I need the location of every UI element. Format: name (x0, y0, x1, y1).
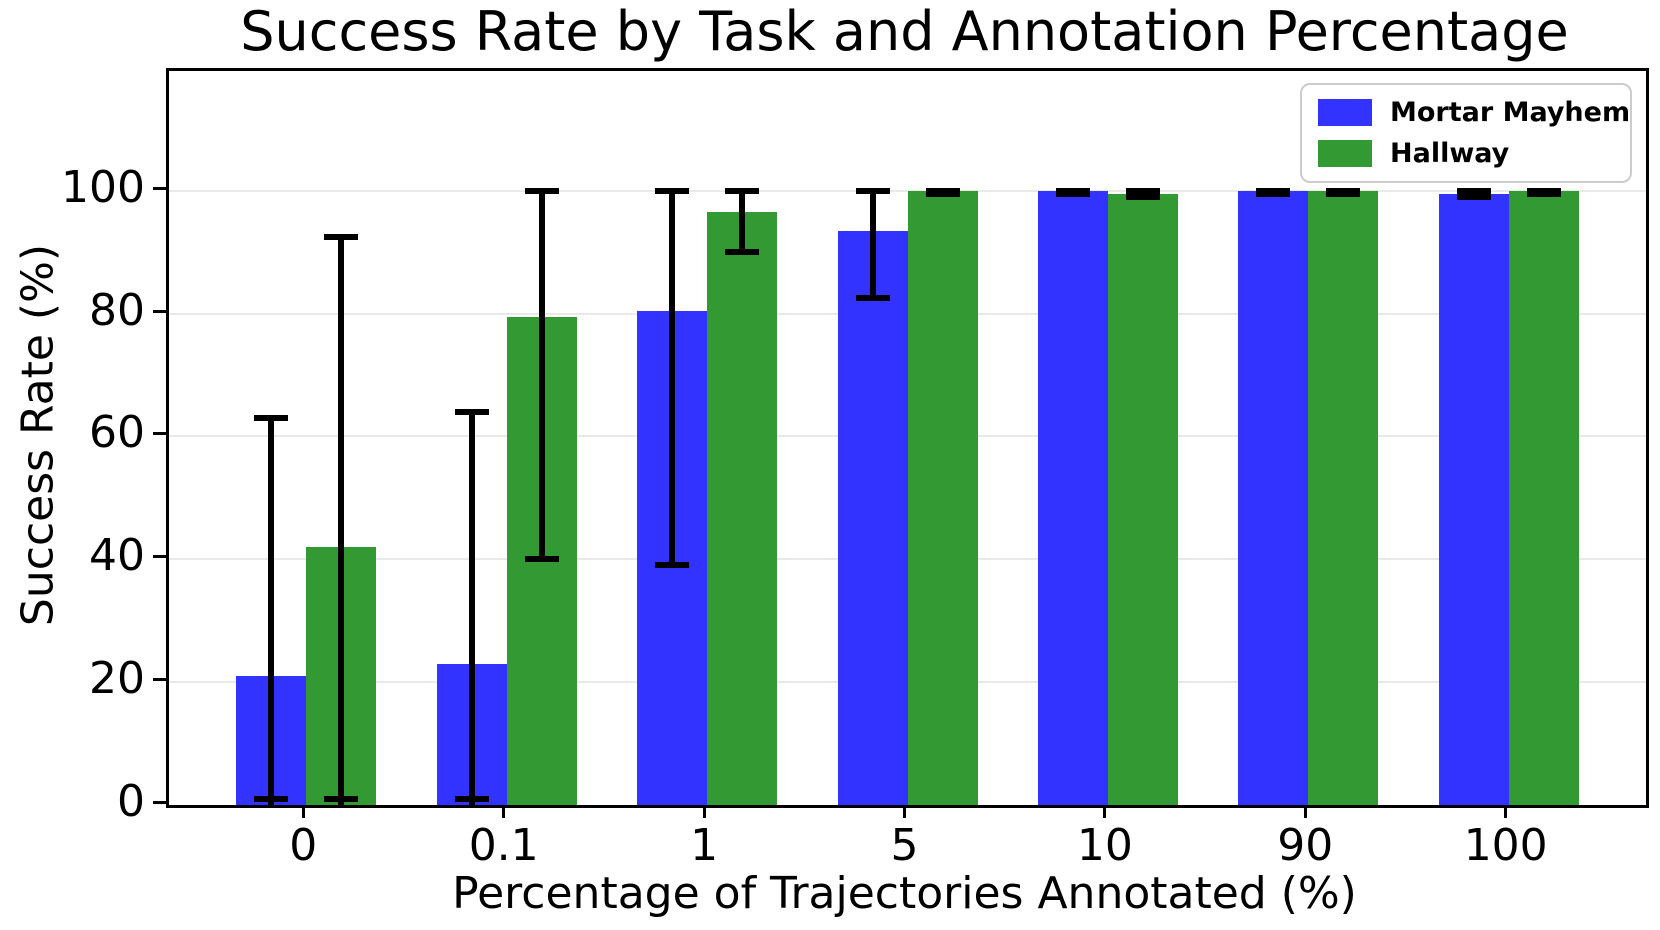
x-tick-mark (1504, 805, 1508, 818)
x-tick-label: 100 (1463, 820, 1548, 871)
y-tick-mark (153, 555, 166, 559)
x-tick-label: 1 (690, 820, 719, 871)
error-bar-line (1139, 190, 1146, 197)
error-bar-line (468, 411, 475, 805)
bar-hallway (907, 190, 978, 805)
error-bar-cap (655, 187, 690, 194)
y-tick-label: 20 (89, 653, 145, 705)
x-tick-label: 0 (289, 820, 318, 871)
error-bar-cap (324, 796, 359, 802)
error-bar-line (268, 418, 275, 805)
error-bar-cap (1326, 187, 1361, 194)
error-bar-cap (524, 556, 559, 563)
x-tick-label: 0.1 (468, 820, 539, 871)
plot-area (166, 68, 1649, 808)
y-tick-label: 80 (89, 284, 145, 336)
legend: Mortar Mayhem Hallway (1300, 83, 1632, 183)
error-bar-line (739, 190, 746, 253)
bar-mortar-mayhem (837, 230, 908, 805)
error-bar-line (538, 190, 545, 560)
error-bar-cap (855, 295, 890, 302)
gridline-y-100 (169, 189, 1646, 192)
error-bar-line (1470, 190, 1477, 197)
bar-hallway (707, 212, 778, 805)
error-bar-cap (454, 796, 489, 802)
error-bar-cap (1055, 187, 1090, 194)
error-bar-cap (254, 415, 289, 422)
y-tick-mark (153, 678, 166, 682)
error-bar-cap (925, 187, 960, 194)
x-tick-mark (1103, 805, 1107, 818)
y-tick-label: 40 (89, 530, 145, 582)
y-tick-mark (153, 801, 166, 804)
bar-mortar-mayhem (1238, 190, 1309, 805)
y-tick-label: 100 (61, 161, 145, 213)
error-bar-line (869, 190, 876, 299)
x-tick-label: 5 (890, 820, 919, 871)
error-bar-cap (1326, 190, 1361, 197)
bar-mortar-mayhem (1037, 190, 1108, 805)
error-bar-cap (855, 187, 890, 194)
error-bar-cap (1125, 187, 1160, 194)
y-tick-label: 0 (117, 776, 145, 827)
error-bar-cap (524, 187, 559, 194)
error-bar-cap (725, 249, 760, 256)
chart-title: Success Rate by Task and Annotation Perc… (240, 0, 1569, 63)
error-bar-cap (1456, 187, 1491, 194)
error-bar-cap (1526, 190, 1561, 197)
error-bar-line (338, 236, 345, 805)
error-bar-line (669, 190, 676, 566)
bar-hallway (1107, 193, 1178, 805)
legend-item-hallway: Hallway (1318, 138, 1612, 169)
error-bar-cap (725, 187, 760, 194)
x-tick-mark (702, 805, 706, 818)
x-axis-label: Percentage of Trajectories Annotated (%) (452, 868, 1357, 919)
x-tick-label: 90 (1277, 820, 1334, 871)
x-tick-mark (903, 805, 906, 818)
error-bar-cap (655, 562, 690, 569)
error-bar-cap (925, 190, 960, 197)
error-bar-cap (324, 233, 359, 240)
bar-mortar-mayhem (1438, 193, 1509, 805)
error-bar-cap (1055, 190, 1090, 197)
legend-label-hallway: Hallway (1390, 138, 1510, 169)
x-tick-label: 10 (1076, 820, 1133, 871)
legend-item-mortar-mayhem: Mortar Mayhem (1318, 97, 1630, 128)
y-tick-mark (153, 186, 166, 190)
x-tick-mark (301, 805, 305, 818)
error-bar-cap (1125, 193, 1160, 200)
legend-label-mortar-mayhem: Mortar Mayhem (1390, 97, 1631, 128)
error-bar-cap (454, 408, 489, 415)
x-tick-mark (502, 805, 506, 818)
bar-hallway (1308, 190, 1379, 805)
error-bar-cap (1456, 193, 1491, 200)
error-bar-cap (254, 796, 289, 802)
y-tick-label: 60 (89, 407, 145, 459)
legend-swatch-hallway (1318, 140, 1372, 167)
y-tick-mark (153, 432, 166, 436)
error-bar-cap (1256, 187, 1291, 194)
error-bar-cap (1256, 190, 1291, 197)
x-tick-mark (1303, 805, 1307, 818)
error-bar-cap (1526, 187, 1561, 194)
y-tick-mark (153, 309, 166, 313)
legend-swatch-mortar-mayhem (1318, 99, 1372, 126)
bar-hallway (1508, 190, 1579, 805)
